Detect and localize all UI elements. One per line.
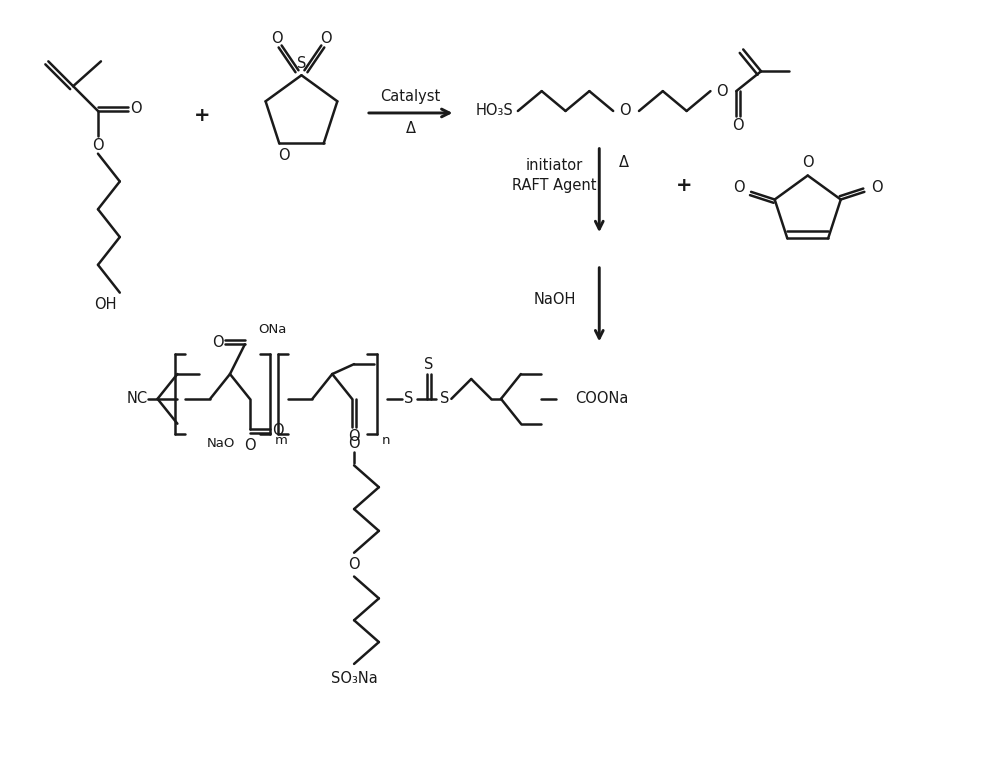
Text: O: O [619, 103, 631, 118]
Text: O: O [717, 83, 728, 99]
Text: O: O [278, 148, 290, 163]
Text: O: O [130, 102, 141, 116]
Text: m: m [275, 433, 288, 446]
Text: NaO: NaO [207, 437, 235, 450]
Text: SO₃Na: SO₃Na [331, 671, 377, 686]
Text: S: S [404, 392, 413, 406]
Text: O: O [320, 31, 332, 46]
Text: O: O [871, 181, 882, 195]
Text: O: O [348, 436, 360, 451]
Text: O: O [271, 31, 282, 46]
Text: O: O [732, 118, 744, 134]
Text: RAFT Agent: RAFT Agent [512, 178, 597, 193]
Text: S: S [440, 392, 449, 406]
Text: S: S [424, 357, 433, 372]
Text: S: S [297, 56, 306, 71]
Text: HO₃S: HO₃S [475, 103, 513, 118]
Text: O: O [802, 155, 814, 170]
Text: NaOH: NaOH [533, 292, 576, 307]
Text: Catalyst: Catalyst [381, 89, 441, 103]
Text: O: O [348, 557, 360, 572]
Text: +: + [194, 106, 210, 125]
Text: OH: OH [94, 297, 116, 312]
Text: ONa: ONa [258, 323, 286, 336]
Text: O: O [733, 181, 745, 195]
Text: n: n [382, 433, 390, 446]
Text: O: O [244, 438, 256, 453]
Text: +: + [675, 176, 692, 195]
Text: Δ: Δ [406, 121, 416, 137]
Text: O: O [92, 138, 104, 153]
Text: NC: NC [126, 392, 148, 406]
Text: O: O [348, 429, 360, 444]
Text: O: O [272, 423, 283, 438]
Text: COONa: COONa [575, 392, 629, 406]
Text: Δ: Δ [619, 155, 629, 170]
Text: O: O [212, 335, 224, 350]
Text: initiator: initiator [526, 158, 583, 173]
